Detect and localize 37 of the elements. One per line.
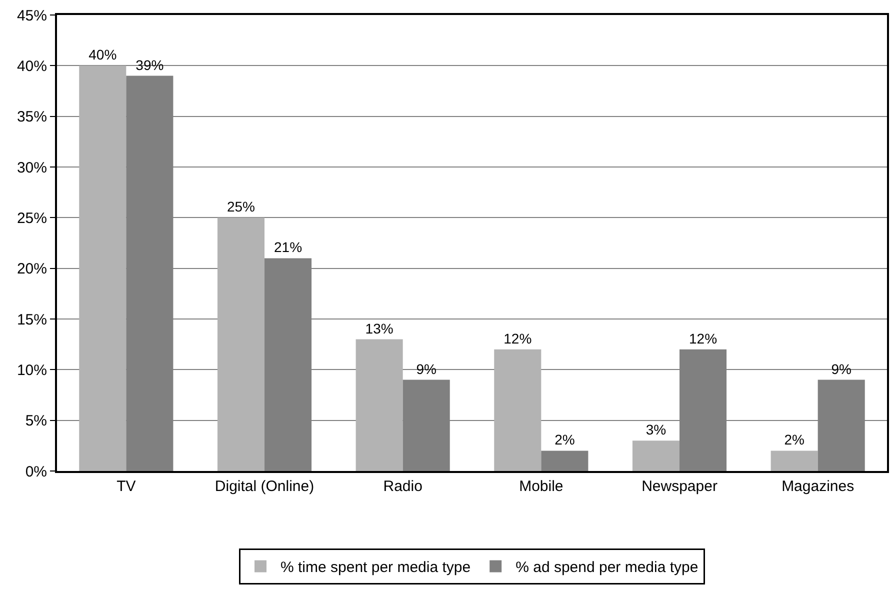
data-label: 12% bbox=[504, 330, 532, 346]
y-tick-label: 30% bbox=[16, 159, 47, 176]
x-tick-label: Magazines bbox=[782, 478, 854, 495]
x-tick-label: Mobile bbox=[519, 478, 564, 495]
y-tick-label: 5% bbox=[25, 412, 47, 430]
x-tick-label: Digital (Online) bbox=[214, 478, 314, 495]
data-label: 13% bbox=[365, 320, 394, 336]
data-label: 2% bbox=[554, 432, 575, 448]
bar bbox=[217, 218, 264, 471]
x-tick-label: Newspaper bbox=[642, 478, 718, 495]
data-label: 3% bbox=[646, 422, 666, 438]
bar bbox=[494, 349, 542, 471]
y-tick-label: 25% bbox=[16, 210, 47, 227]
legend-label: % ad spend per media type bbox=[516, 559, 698, 576]
y-tick-label: 35% bbox=[16, 108, 47, 126]
y-tick-label: 20% bbox=[16, 260, 47, 278]
data-label: 2% bbox=[784, 432, 804, 448]
bar bbox=[356, 339, 403, 471]
data-label: 21% bbox=[274, 239, 302, 256]
data-label: 12% bbox=[689, 330, 718, 346]
bar bbox=[770, 450, 818, 471]
y-tick-label: 15% bbox=[16, 311, 47, 328]
y-tick-label: 10% bbox=[16, 362, 47, 379]
bar bbox=[79, 66, 126, 471]
bar bbox=[632, 440, 680, 471]
y-tick-label: 40% bbox=[16, 58, 47, 75]
legend-label: % time spent per media type bbox=[280, 559, 471, 576]
data-label: 9% bbox=[831, 360, 852, 377]
x-tick-label: TV bbox=[116, 478, 136, 495]
y-tick-label: 0% bbox=[25, 463, 47, 480]
y-tick-label: 45% bbox=[16, 7, 47, 24]
data-label: 40% bbox=[88, 46, 117, 63]
data-label: 25% bbox=[226, 198, 255, 215]
x-tick-label: Radio bbox=[383, 478, 422, 495]
data-label: 9% bbox=[416, 360, 436, 377]
data-label: 39% bbox=[136, 56, 164, 73]
bar bbox=[541, 450, 588, 471]
